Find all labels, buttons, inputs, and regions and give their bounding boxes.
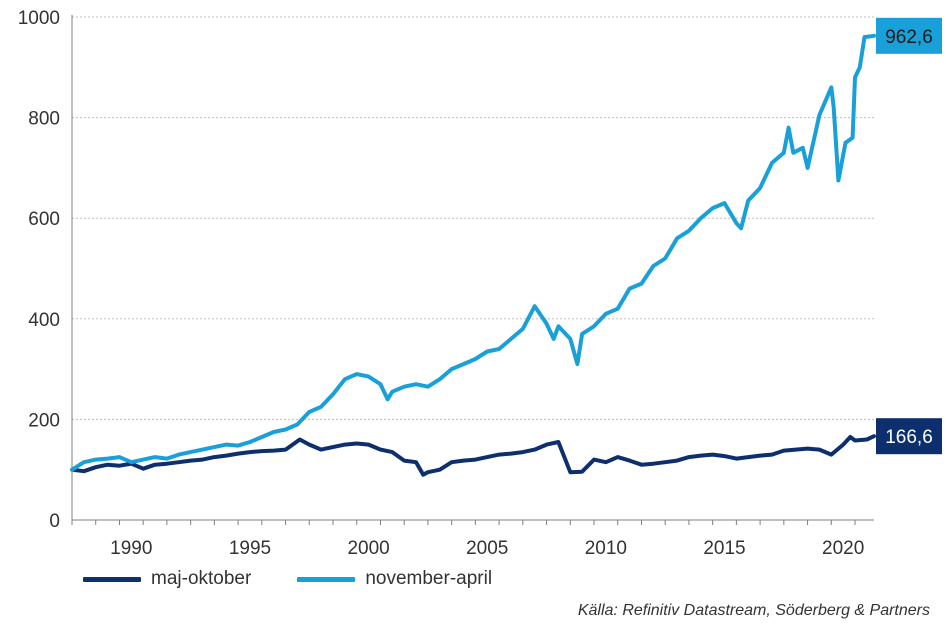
legend-swatch-maj-oktober — [83, 576, 141, 582]
axes — [71, 15, 874, 525]
source-note: Källa: Refinitiv Datastream, Söderberg &… — [577, 602, 930, 619]
end-label-box-november-april — [876, 17, 942, 54]
legend: maj-oktober november-april — [83, 568, 538, 590]
x-tick-label-2020: 2020 — [822, 538, 864, 559]
y-axis-ticks: 0 200 400 600 800 1000 — [18, 8, 60, 532]
series-lines — [70, 33, 876, 477]
y-tick-label-600: 600 — [28, 209, 60, 230]
y-tick-label-800: 800 — [28, 109, 60, 130]
series-line-november-april — [70, 33, 876, 472]
x-tick-label-1990: 1990 — [110, 538, 152, 559]
legend-item-maj-oktober: maj-oktober — [83, 568, 251, 590]
x-tick-label-2000: 2000 — [347, 538, 389, 559]
x-tick-label-2005: 2005 — [466, 538, 508, 559]
end-labels: 166,6 962,6 — [876, 17, 942, 455]
end-label-maj-oktober: 166,6 — [885, 427, 933, 448]
x-tick-label-1995: 1995 — [229, 538, 271, 559]
legend-label-november-april: november-april — [365, 568, 493, 589]
y-tick-label-200: 200 — [28, 410, 60, 431]
y-tick-label-400: 400 — [28, 310, 60, 331]
series-line-maj-oktober — [70, 434, 876, 477]
x-axis-ticks: 1990 1995 2000 2005 2010 2015 2020 — [110, 538, 864, 559]
end-label-box-maj-oktober — [876, 418, 942, 455]
end-label-november-april: 962,6 — [885, 27, 933, 48]
gridlines — [72, 16, 874, 420]
legend-label-maj-oktober: maj-oktober — [151, 568, 252, 589]
x-tick-label-2010: 2010 — [585, 538, 627, 559]
y-tick-label-0: 0 — [49, 511, 60, 532]
y-tick-label-1000: 1000 — [18, 8, 60, 29]
x-tick-label-2015: 2015 — [703, 538, 745, 559]
legend-swatch-november-april — [297, 576, 356, 582]
legend-item-november-april: november-april — [297, 568, 492, 590]
